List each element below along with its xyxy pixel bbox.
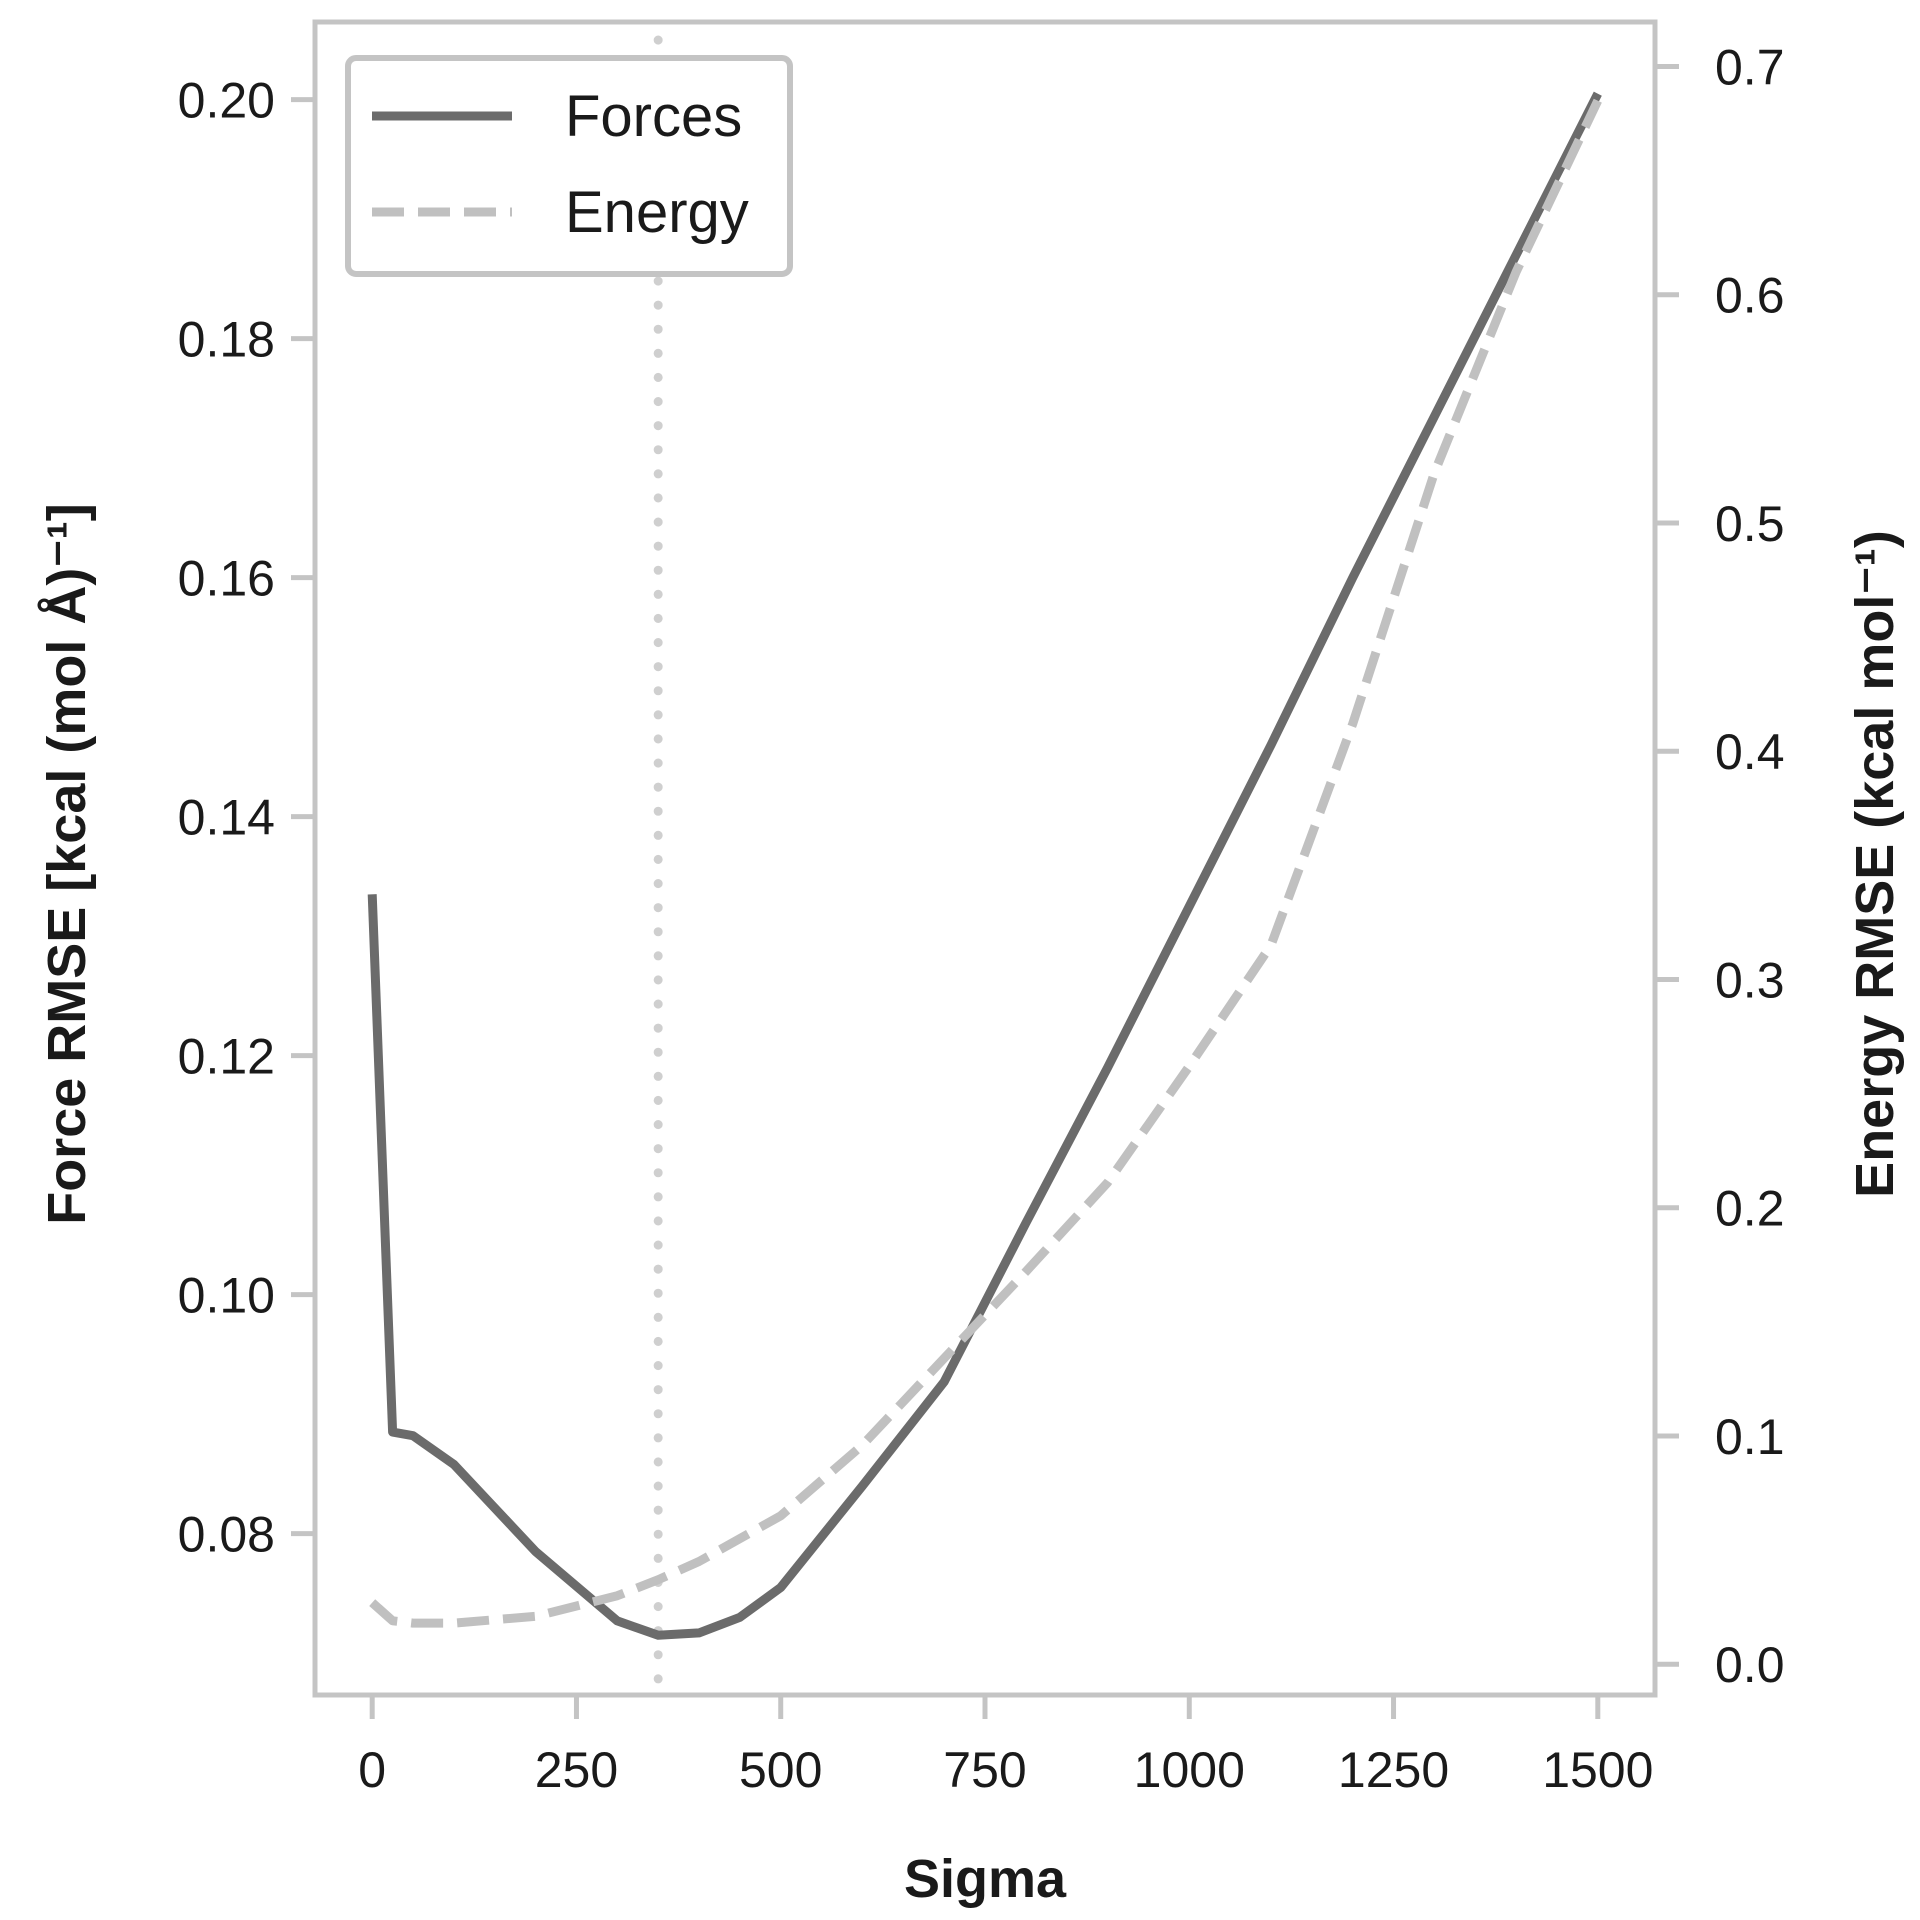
y-tick-label: 0.14 <box>178 790 275 846</box>
x-tick-label: 0 <box>358 1742 386 1798</box>
y2-tick-label: 0.0 <box>1715 1637 1785 1693</box>
y-tick-label: 0.10 <box>178 1268 275 1324</box>
legend-label-energy: Energy <box>565 180 749 245</box>
x-tick-label: 1250 <box>1338 1742 1449 1798</box>
axis-ticks: 0 250 500 750 1000 1250 1500 0.08 0.10 0.12 0.14 0.… <box>178 40 1785 1798</box>
y2-tick-label: 0.3 <box>1715 952 1785 1008</box>
x-tick-label: 1000 <box>1134 1742 1245 1798</box>
y2-tick-label: 0.1 <box>1715 1409 1785 1465</box>
y-tick-label: 0.12 <box>178 1029 275 1085</box>
legend: Forces Energy <box>345 55 793 277</box>
y2-tick-label: 0.2 <box>1715 1181 1785 1237</box>
y2-tick-label: 0.6 <box>1715 268 1785 324</box>
y-axis-title: Force RMSE [kcal (mol Å)⁻¹] <box>37 503 97 1225</box>
x-tick-label: 250 <box>535 1742 618 1798</box>
x-tick-label: 1500 <box>1542 1742 1653 1798</box>
y-tick-label: 0.16 <box>178 551 275 607</box>
series-line-energy <box>369 98 1602 1628</box>
y2-tick-label: 0.7 <box>1715 40 1785 96</box>
y-tick-label: 0.20 <box>178 73 275 129</box>
y2-axis-title: Energy RMSE (kcal mol⁻¹) <box>1845 530 1905 1198</box>
y2-tick-label: 0.5 <box>1715 496 1785 552</box>
x-tick-label: 500 <box>739 1742 822 1798</box>
x-axis-title: Sigma <box>904 1849 1067 1909</box>
y-tick-label: 0.18 <box>178 312 275 368</box>
x-tick-label: 750 <box>943 1742 1026 1798</box>
y2-tick-label: 0.4 <box>1715 724 1785 780</box>
legend-label-forces: Forces <box>565 84 742 149</box>
series-line-forces <box>367 91 1602 1640</box>
y-tick-label: 0.08 <box>178 1507 275 1563</box>
